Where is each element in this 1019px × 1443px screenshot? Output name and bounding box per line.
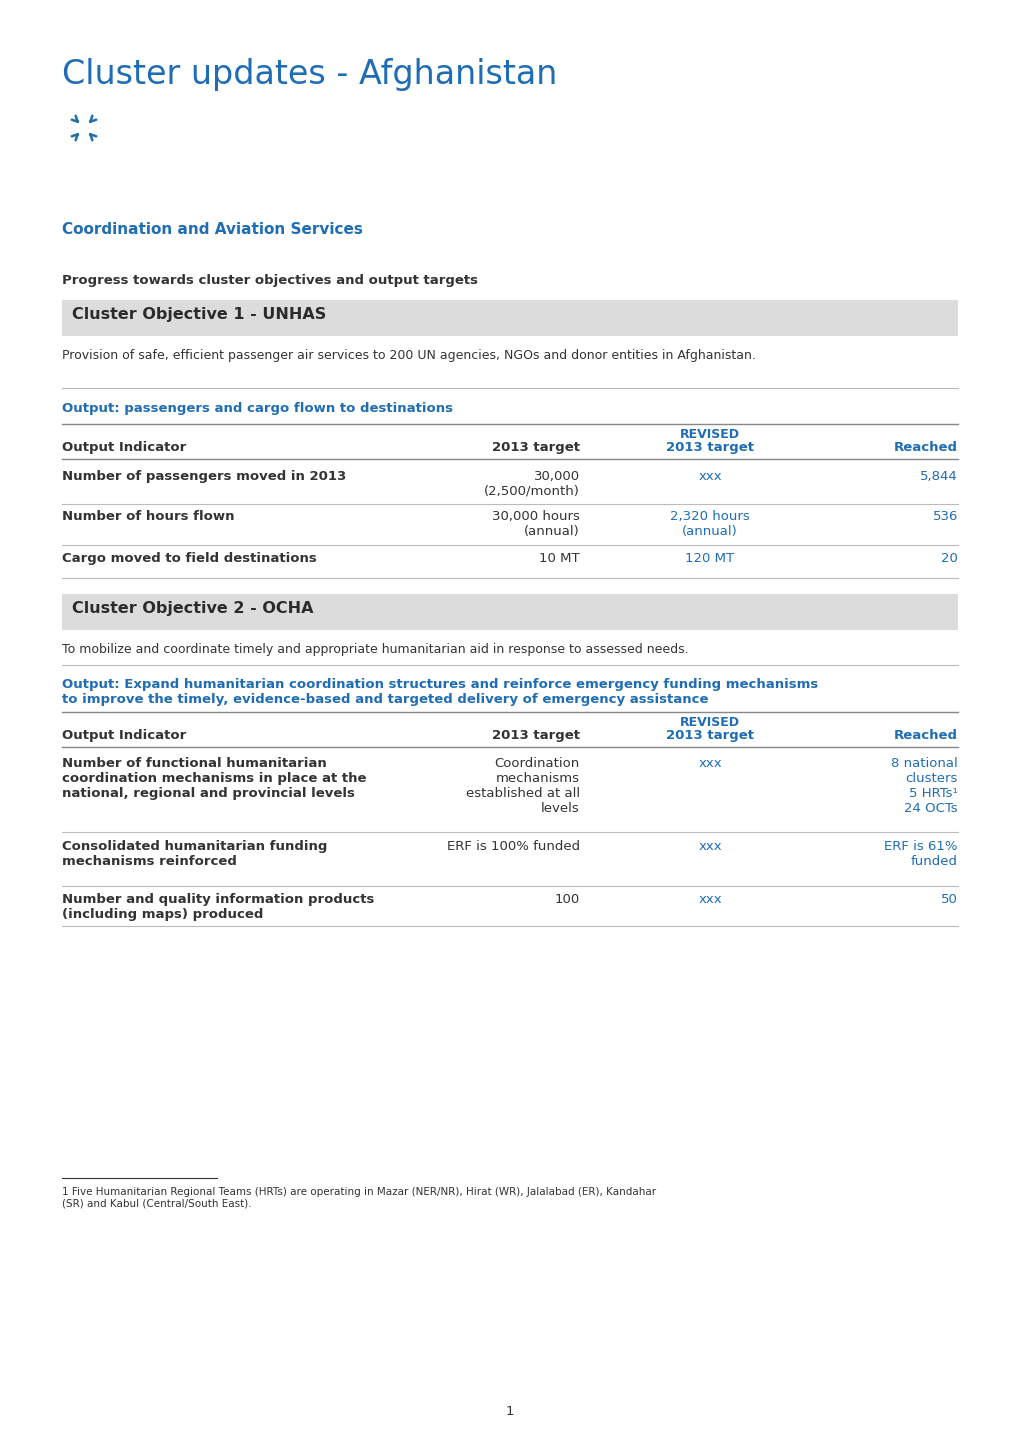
Bar [62, 595, 957, 631]
Text: Number of functional humanitarian
coordination mechanisms in place at the
nation: Number of functional humanitarian coordi… [62, 758, 366, 799]
Text: 536: 536 [931, 509, 957, 522]
Text: Coordination and Aviation Services: Coordination and Aviation Services [62, 222, 363, 237]
Text: Coordination
mechanisms
established at all
levels: Coordination mechanisms established at a… [466, 758, 580, 815]
Text: Number of passengers moved in 2013: Number of passengers moved in 2013 [62, 470, 345, 483]
Text: ERF is 61%
funded: ERF is 61% funded [883, 840, 957, 869]
Text: Output Indicator: Output Indicator [62, 442, 186, 455]
Text: Cluster Objective 2 - OCHA: Cluster Objective 2 - OCHA [72, 600, 313, 616]
Text: xxx: xxx [697, 840, 721, 853]
Text: xxx: xxx [697, 470, 721, 483]
Text: Cargo moved to field destinations: Cargo moved to field destinations [62, 553, 317, 566]
Text: 10 MT: 10 MT [539, 553, 580, 566]
Text: Output Indicator: Output Indicator [62, 729, 186, 742]
Text: Cluster updates - Afghanistan: Cluster updates - Afghanistan [62, 58, 556, 91]
Bar [62, 300, 957, 336]
Text: 1: 1 [505, 1405, 514, 1418]
Text: 120 MT: 120 MT [685, 553, 734, 566]
Text: Output: Expand humanitarian coordination structures and reinforce emergency fund: Output: Expand humanitarian coordination… [62, 678, 817, 706]
Text: 2013 target: 2013 target [491, 729, 580, 742]
Text: REVISED: REVISED [680, 716, 739, 729]
Text: 2013 target: 2013 target [665, 729, 753, 742]
Text: Output: passengers and cargo flown to destinations: Output: passengers and cargo flown to de… [62, 403, 452, 416]
Text: ERF is 100% funded: ERF is 100% funded [446, 840, 580, 853]
Text: 30,000 hours
(annual): 30,000 hours (annual) [491, 509, 580, 538]
Text: Number and quality information products
(including maps) produced: Number and quality information products … [62, 893, 374, 921]
Text: 2013 target: 2013 target [665, 442, 753, 455]
Text: Number of hours flown: Number of hours flown [62, 509, 234, 522]
Text: Provision of safe, efficient passenger air services to 200 UN agencies, NGOs and: Provision of safe, efficient passenger a… [62, 349, 755, 362]
Text: 50: 50 [941, 893, 957, 906]
Text: Reached: Reached [893, 442, 957, 455]
Text: 1 Five Humanitarian Regional Teams (HRTs) are operating in Mazar (NER/NR), Hirat: 1 Five Humanitarian Regional Teams (HRTs… [62, 1188, 655, 1209]
Text: xxx: xxx [697, 893, 721, 906]
Text: 2,320 hours
(annual): 2,320 hours (annual) [669, 509, 749, 538]
Text: 8 national
clusters
5 HRTs¹
24 OCTs: 8 national clusters 5 HRTs¹ 24 OCTs [891, 758, 957, 815]
Text: 20: 20 [941, 553, 957, 566]
Text: Cluster Objective 1 - UNHAS: Cluster Objective 1 - UNHAS [72, 307, 326, 322]
Text: 30,000
(2,500/month): 30,000 (2,500/month) [484, 470, 580, 498]
Text: Reached: Reached [893, 729, 957, 742]
Text: Consolidated humanitarian funding
mechanisms reinforced: Consolidated humanitarian funding mechan… [62, 840, 327, 869]
Text: 5,844: 5,844 [919, 470, 957, 483]
Text: 100: 100 [554, 893, 580, 906]
Text: 2013 target: 2013 target [491, 442, 580, 455]
Text: REVISED: REVISED [680, 429, 739, 442]
Text: To mobilize and coordinate timely and appropriate humanitarian aid in response t: To mobilize and coordinate timely and ap… [62, 644, 688, 657]
Text: Progress towards cluster objectives and output targets: Progress towards cluster objectives and … [62, 274, 478, 287]
Text: xxx: xxx [697, 758, 721, 771]
